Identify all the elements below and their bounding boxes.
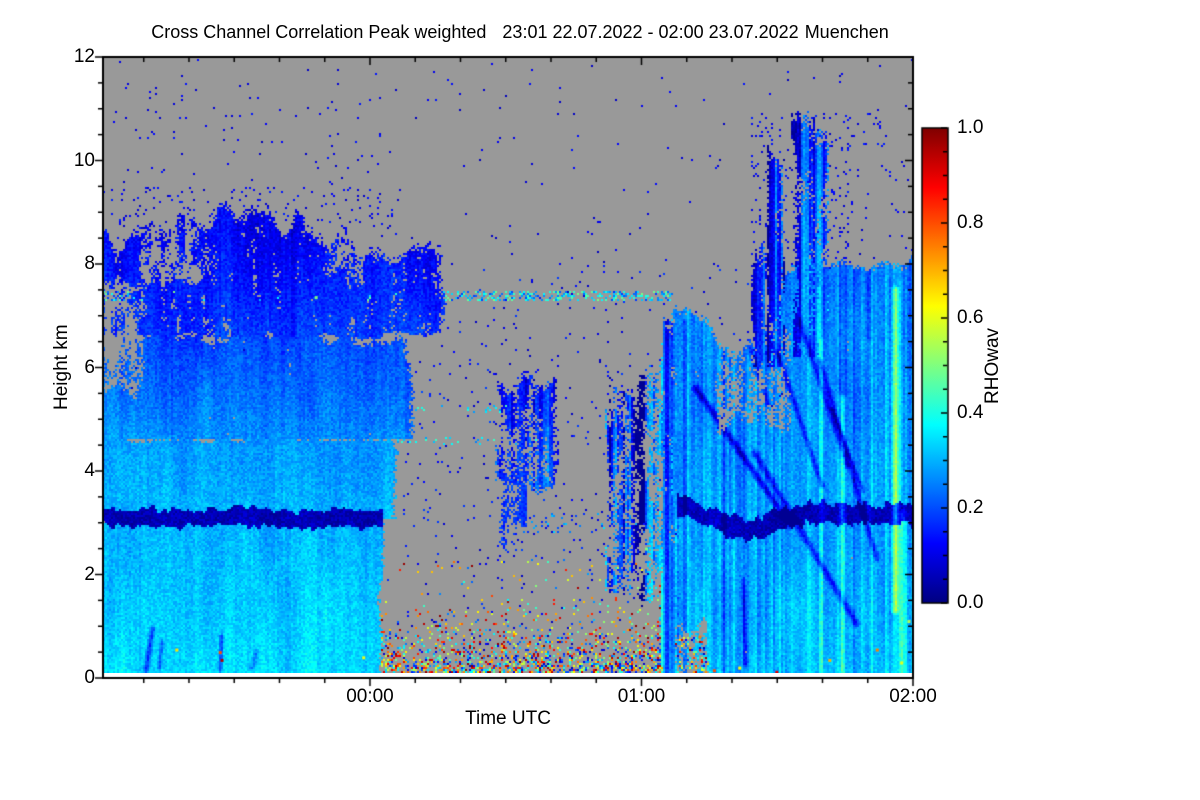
y-tick-label: 6	[84, 356, 95, 378]
y-tick-label: 12	[73, 46, 95, 67]
chart-title-text: Cross Channel Correlation Peak weighted	[151, 22, 487, 42]
y-tick-label: 2	[84, 563, 95, 585]
chart-period-text: 23:01 22.07.2022 - 02:00 23.07.2022	[502, 22, 799, 42]
y-tick-label: 10	[73, 149, 95, 171]
x-axis-label: Time UTC	[465, 708, 551, 729]
colorbar-tick-label: 1.0	[957, 117, 984, 138]
y-tick-label: 8	[84, 253, 95, 274]
colorbar-tick-label: 0.2	[957, 497, 984, 518]
x-tick-label: 00:00	[346, 686, 394, 707]
y-tick-label: 4	[84, 460, 95, 481]
x-tick-label: 01:00	[617, 686, 666, 707]
colorbar-tick-label: 0.4	[957, 402, 984, 423]
colorbar-tick-label: 0.0	[957, 592, 984, 613]
chart-station-text: Muenchen	[804, 22, 889, 42]
colorbar-tick-label: 0.6	[957, 307, 984, 328]
colorbar-tick-label: 0.8	[957, 212, 984, 233]
chart-title: Cross Channel Correlation Peak weighted 2…	[60, 22, 980, 43]
x-tick-label: 02:00	[889, 686, 937, 707]
y-tick-label: 0	[84, 667, 95, 688]
